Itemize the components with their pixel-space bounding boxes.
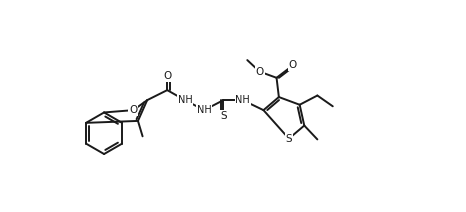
- Text: O: O: [129, 105, 137, 115]
- Text: NH: NH: [178, 95, 192, 105]
- Text: O: O: [288, 60, 297, 70]
- Text: O: O: [255, 67, 264, 77]
- Text: O: O: [163, 71, 171, 81]
- Text: NH: NH: [197, 105, 212, 115]
- Text: NH: NH: [235, 95, 250, 105]
- Text: S: S: [286, 134, 292, 144]
- Text: S: S: [220, 110, 227, 121]
